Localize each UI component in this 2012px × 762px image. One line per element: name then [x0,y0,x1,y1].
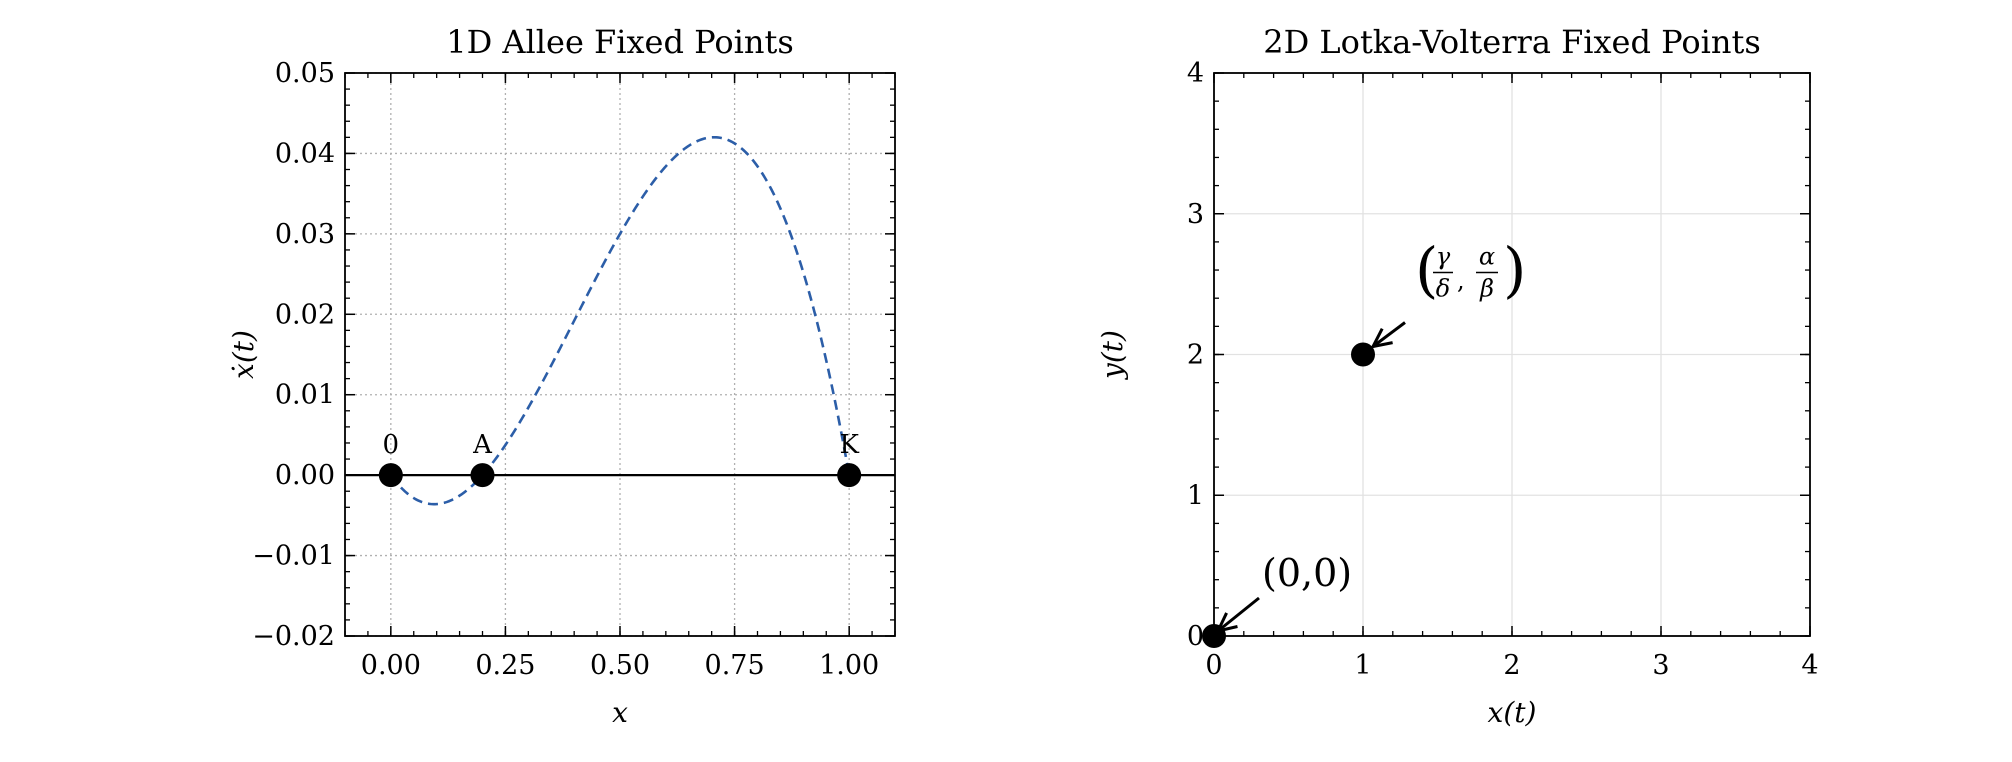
annotation-arrow [1372,321,1406,348]
axes-frame [1213,72,1811,637]
x-tick-label: 0 [1205,650,1222,681]
chart-title: 2D Lotka-Volterra Fixed Points [1263,23,1761,61]
x-tick-label: 1 [1354,650,1371,681]
y-axis-label: ẋ(t) [227,330,260,379]
y-tick-label: 0.01 [275,380,335,411]
x-axis-label: x(t) [1488,696,1537,729]
x-tick-label: 3 [1652,650,1669,681]
annotation-arrow [1217,596,1260,633]
fraction-den-1: δ [1436,275,1450,303]
allee-curve [389,135,851,506]
axes-frame [344,72,896,637]
x-axis-label: x [612,696,628,729]
arrow-head-icon [1215,612,1238,634]
y-tick-label: 0.02 [275,299,335,330]
annotation-origin: (0,0) [1262,551,1352,595]
y-tick-label: −0.01 [252,541,335,572]
x-tick-label: 2 [1503,650,1520,681]
x-tick-label: 4 [1801,650,1818,681]
fraction-den-2: β [1479,275,1494,303]
fixed-point-coexistence [1351,342,1375,367]
y-tick-label: 0 [1187,621,1204,652]
x-tick-label: 0.00 [361,650,421,681]
y-tick-label: 3 [1187,199,1204,230]
arrow-head-icon [1370,328,1393,349]
y-tick-label: 0.04 [275,138,335,169]
y-tick-label: 0.05 [275,58,335,89]
comma: , [1457,267,1465,295]
allee-chart: 0.00 0.25 0.50 0.75 1.00 −0.02 −0.01 0.00 0.01 0.… [227,23,896,729]
fixed-point-label: 0 [383,430,400,460]
x-tick-label: 0.25 [475,650,535,681]
x-tick-label: 1.00 [819,650,879,681]
y-tick-label: 4 [1187,58,1204,89]
fixed-point-marker [837,463,862,488]
x-tick-label: 0.50 [590,650,650,681]
chart-title: 1D Allee Fixed Points [446,23,794,61]
y-tick-label: 2 [1187,340,1204,371]
fixed-point-marker [470,463,495,488]
y-axis-label: y(t) [1096,330,1129,381]
paren-left: ( [1415,236,1438,306]
fraction-num-1: γ [1436,243,1451,271]
y-tick-label: −0.02 [252,621,335,652]
y-tick-label: 1 [1187,480,1204,511]
fixed-point-label: K [839,430,859,460]
paren-right: ) [1503,236,1526,306]
fixed-point-marker [378,463,403,488]
y-tick-label: 0.00 [275,460,335,491]
lotka-volterra-chart: 0 1 2 3 4 0 1 2 3 4 2D Lotka-Volterra Fixed Points… [1096,23,1819,729]
y-tick-label: 0.03 [275,219,335,250]
x-tick-label: 0.75 [705,650,765,681]
fixed-point-label: A [472,430,493,460]
fraction-num-2: α [1479,243,1495,271]
